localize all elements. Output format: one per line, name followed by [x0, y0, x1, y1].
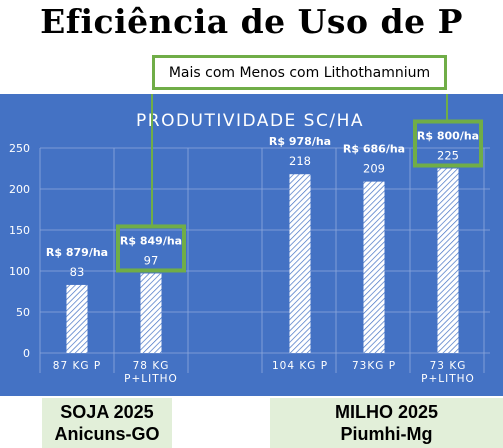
group-title: SOJA 2025 — [60, 402, 154, 422]
bar — [66, 284, 88, 353]
bar — [140, 273, 162, 353]
data-label: 218 — [289, 154, 311, 168]
y-tick-label: 0 — [23, 347, 30, 360]
chart-panel: PRODUTIVIDADE SC/HA 0 50 100 150 200 250 R$ 87… — [0, 94, 503, 396]
x-tick-label: 78 KG — [133, 360, 170, 372]
group-subtitle: Anicuns-GO — [54, 424, 160, 444]
chart-title: PRODUTIVIDADE SC/HA — [136, 111, 364, 131]
bar-chart: PRODUTIVIDADE SC/HA 0 50 100 150 200 250 R$ 87… — [9, 94, 490, 385]
cost-label: R$ 978/ha — [269, 135, 331, 148]
y-tick-label: 100 — [9, 265, 30, 278]
y-tick-label: 200 — [9, 183, 30, 196]
group-subtitle: Piumhi-Mg — [340, 424, 433, 444]
cost-label: R$ 879/ha — [46, 246, 108, 259]
y-tick-label: 50 — [16, 306, 30, 319]
callout-text: Mais com Menos com Lithothamnium — [168, 64, 431, 81]
x-tick-label: P+LITHO — [124, 373, 178, 385]
cost-label: R$ 800/ha — [417, 130, 479, 143]
cost-label: R$ 686/ha — [343, 143, 405, 156]
data-label: 209 — [363, 162, 385, 176]
data-label: 83 — [70, 265, 85, 279]
callout-box: Mais com Menos com Lithothamnium — [152, 55, 447, 90]
data-label: 225 — [437, 149, 459, 163]
group-milho: MILHO 2025 Piumhi-Mg — [270, 398, 503, 448]
x-tick-label: 73 KG — [430, 360, 467, 372]
x-tick-label: 104 KG P — [272, 360, 328, 372]
x-tick-label: 73KG P — [352, 360, 396, 372]
x-tick-label: P+LITHO — [421, 373, 475, 385]
data-label: 97 — [144, 253, 159, 267]
y-tick-label: 250 — [9, 142, 30, 155]
x-tick-label: 87 KG P — [53, 360, 101, 372]
cost-label: R$ 849/ha — [120, 234, 182, 247]
bar — [437, 168, 459, 353]
bar — [289, 174, 311, 353]
group-title: MILHO 2025 — [334, 402, 439, 422]
y-tick-label: 150 — [9, 224, 30, 237]
page-title: Eficiência de Uso de P — [40, 2, 463, 41]
bar — [363, 181, 385, 353]
group-soja: SOJA 2025 Anicuns-GO — [42, 398, 172, 448]
